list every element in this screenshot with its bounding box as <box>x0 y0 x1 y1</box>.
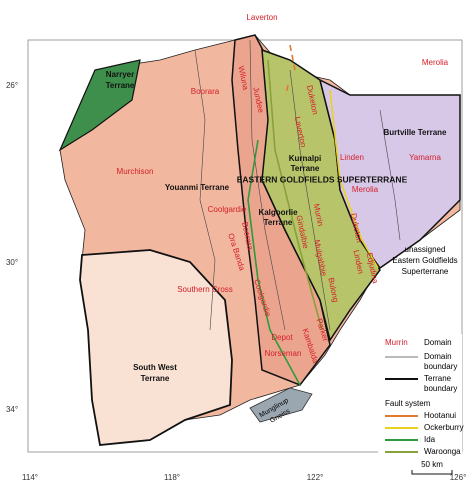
terrane-label: Burtville Terrane <box>384 128 448 137</box>
domain-boundary <box>249 39 286 331</box>
terrane-label: unassigned <box>405 245 446 254</box>
terrane-label: Terrane <box>141 374 170 383</box>
legend-label: Domain <box>424 338 452 347</box>
place-label: Murchison <box>117 167 154 176</box>
place-label: Depot <box>271 333 293 342</box>
place-label: Coolgardie <box>208 205 247 214</box>
faults <box>247 44 379 386</box>
munglinup-gneiss <box>249 387 313 423</box>
scale-bar: 50 km <box>411 460 453 475</box>
longitude-label: 114° <box>22 473 38 482</box>
scale-bar-label: 50 km <box>421 460 443 469</box>
legend: Murrin Domain Domain boundary Terrane bo… <box>378 334 464 462</box>
legend-label: Ida <box>424 435 436 444</box>
place-label: Boorara <box>191 87 220 96</box>
terrane-label: Kalgoorlie <box>258 208 298 217</box>
place-label: Merolia <box>422 58 449 67</box>
legend-label: Hootanui <box>424 411 456 420</box>
scale-bar-line <box>411 470 453 475</box>
domain-boundaries <box>194 39 401 331</box>
terrane-label: Narryer <box>106 70 134 79</box>
terrane-label: Terrane <box>291 164 320 173</box>
grid-labels: 26° 30° 34° 114° 118° 122° 126° <box>6 81 466 482</box>
place-label: Linden <box>340 153 364 162</box>
fault-ockerburry <box>329 89 379 269</box>
latitude-label: 26° <box>6 81 18 90</box>
narryer-terrane <box>58 59 141 152</box>
legend-label: boundary <box>424 384 457 393</box>
place-label: Southern Cross <box>177 285 233 294</box>
place-label: Norseman <box>265 349 302 358</box>
terrane-label: Terrane <box>106 81 135 90</box>
terrane-label: Terrane <box>264 218 293 227</box>
place-label: Laverton <box>246 13 277 22</box>
domain-boundary <box>289 69 331 331</box>
south-west-terrane <box>79 249 233 446</box>
legend-label: Waroonga <box>424 447 461 456</box>
fault-hootanui <box>285 44 296 96</box>
terrane-label: South West <box>133 363 177 372</box>
latitude-label: 30° <box>6 258 18 267</box>
terrane-label: Kurnalpi <box>289 154 321 163</box>
terrane-label: Eastern Goldfields <box>392 256 457 265</box>
domain-boundary <box>194 49 216 331</box>
legend-domain-example: Murrin <box>385 338 408 347</box>
longitude-label: 122° <box>307 473 324 482</box>
domain-boundary <box>379 109 401 241</box>
terrane-label: Youanmi Terrane <box>165 183 230 192</box>
terrane-label: EASTERN GOLDFIELDS SUPERTERRANE <box>237 174 408 184</box>
place-label: Yamarna <box>409 153 441 162</box>
legend-label: Domain <box>424 352 452 361</box>
terrane-labels: Narryer Terrane Youanmi Terrane Burtvill… <box>106 70 458 425</box>
longitude-label: 118° <box>164 473 180 482</box>
longitude-label: 126° <box>450 473 467 482</box>
legend-label: Terrane <box>424 374 452 383</box>
terrane-label: Superterrane <box>402 267 449 276</box>
latitude-label: 34° <box>6 405 18 414</box>
place-label: Merolia <box>352 185 379 194</box>
legend-label: Ockerburry <box>424 423 464 432</box>
legend-label: boundary <box>424 362 457 371</box>
fault-waroonga <box>267 59 323 331</box>
legend-heading: Fault system <box>385 399 431 408</box>
fault-ida <box>247 139 301 386</box>
